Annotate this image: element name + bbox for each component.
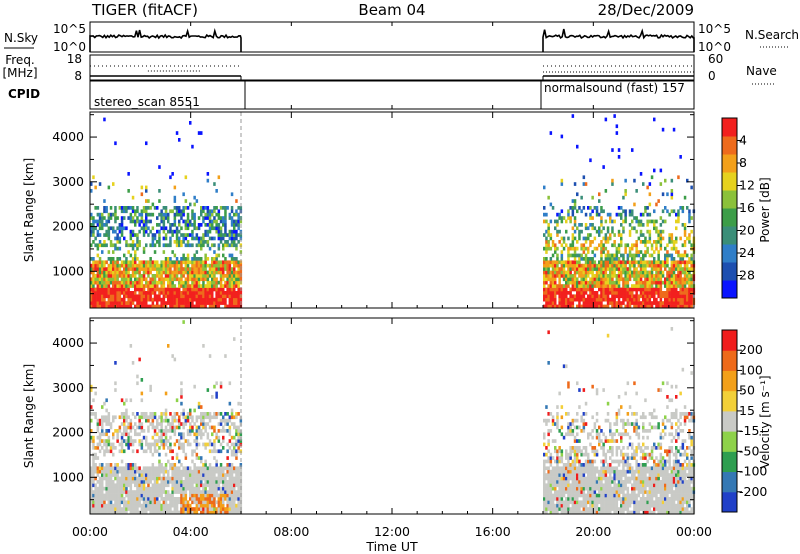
freq-trace: [89, 65, 695, 80]
x-axis-label: Time UT: [365, 539, 418, 554]
velocity-colorbar-tick-2: 50: [739, 383, 755, 398]
velocity-colorbar-tick-5: -50: [739, 443, 759, 458]
x-tick-label-5: 20:00: [575, 524, 611, 539]
noise-trace: [89, 27, 695, 52]
power-colorbar-cell-8: [722, 136, 737, 155]
power-colorbar-label: Power [dB]: [758, 177, 772, 242]
cpid-segment-1: stereo_scan 8551: [94, 95, 200, 109]
cpid-label: CPID: [8, 87, 40, 101]
power-colorbar-tick-1: 8: [739, 155, 747, 170]
power-y-tick-1: 2000: [52, 219, 84, 234]
power-colorbar-cell-2: [722, 244, 737, 263]
velocity-y-axis: 1000 2000 3000 4000: [52, 320, 694, 501]
x-tick-label-3: 12:00: [374, 524, 410, 539]
x-tick-label-0: 00:00: [72, 524, 108, 539]
freq-label-line1: Freq.: [5, 53, 35, 67]
power-colorbar-tick-0: 4: [739, 133, 747, 148]
power-colorbar-cell-5: [722, 190, 737, 209]
velocity-colorbar-tick-3: 15: [739, 403, 755, 418]
velocity-colorbar-tick-4: -15: [739, 423, 759, 438]
velocity-y-tick-2: 3000: [52, 380, 84, 395]
velocity-colorbar-cell-5: [722, 390, 737, 412]
power-colorbar-cell-0: [722, 280, 737, 299]
power-colorbar-cell-7: [722, 154, 737, 173]
nave-tick-low: 0: [708, 69, 716, 83]
freq-label-line2: [MHz]: [2, 66, 37, 80]
power-panel: 1000 2000 3000 4000 Slant Range [km] 4 8 12 16…: [22, 111, 772, 309]
power-colorbar-cell-1: [722, 262, 737, 281]
velocity-colorbar-cell-3: [722, 431, 737, 452]
power-y-tick-0: 1000: [52, 263, 84, 278]
date-label: 28/Dec/2009: [598, 1, 694, 19]
power-colorbar-cell-6: [722, 172, 737, 191]
time-axis: 00:00 04:00 08:00 12:00 16:00 20:00 00:00: [72, 22, 712, 539]
power-colorbar: 4 8 12 16 20 24 28: [721, 117, 755, 299]
x-tick-label-2: 08:00: [273, 524, 309, 539]
power-colorbar-cell-4: [722, 208, 737, 227]
power-colorbar-cell-3: [722, 226, 737, 245]
power-heatmap: [90, 112, 696, 309]
noise-right-tick-high: 10^5: [698, 22, 731, 36]
freq-panel: Freq. [MHz] 18 8 60 0 Nave: [2, 52, 777, 85]
velocity-panel: 1000 2000 3000 4000 Slant Range [km] 200 100…: [22, 317, 772, 515]
freq-tick-high: 18: [67, 52, 82, 66]
power-colorbar-tick-3: 16: [739, 200, 755, 215]
power-colorbar-tick-5: 24: [739, 245, 755, 260]
power-y-tick-2: 3000: [52, 174, 84, 189]
beam-label: Beam 04: [358, 1, 425, 19]
velocity-colorbar-cell-0: [722, 491, 737, 513]
nave-tick-high: 60: [708, 52, 723, 66]
cpid-segment-2: normalsound (fast) 157: [544, 81, 685, 95]
power-colorbar-tick-6: 28: [739, 268, 755, 283]
velocity-y-tick-1: 2000: [52, 425, 84, 440]
radar-title: TIGER (fitACF): [91, 1, 198, 19]
velocity-heatmap: [90, 318, 696, 515]
velocity-y-tick-3: 4000: [52, 335, 84, 350]
velocity-ylabel: Slant Range [km]: [22, 364, 36, 468]
freq-tick-low: 8: [74, 69, 82, 83]
power-colorbar-tick-4: 20: [739, 223, 755, 238]
x-tick-label-6: 00:00: [676, 524, 712, 539]
velocity-colorbar-cell-1: [722, 471, 737, 493]
noise-search-label: N.Search: [745, 28, 799, 42]
power-y-axis: 1000 2000 3000 4000: [52, 114, 694, 295]
x-tick-label-4: 16:00: [475, 524, 511, 539]
velocity-colorbar-tick-7: -200: [739, 484, 767, 499]
velocity-colorbar-cell-7: [722, 350, 737, 371]
nave-label: Nave: [746, 64, 777, 78]
noise-panel: N.Sky 10^5 10^0 10^5 10^0 N.Search: [4, 21, 799, 54]
noise-left-tick-low: 10^0: [53, 40, 86, 54]
noise-sky-label: N.Sky: [4, 31, 38, 45]
power-ylabel: Slant Range [km]: [22, 158, 36, 262]
noise-right-tick-low: 10^0: [698, 40, 731, 54]
velocity-colorbar-cell-6: [722, 370, 737, 392]
velocity-colorbar-tick-1: 100: [739, 362, 763, 377]
velocity-colorbar-cell-4: [722, 410, 737, 432]
velocity-y-tick-0: 1000: [52, 469, 84, 484]
power-y-tick-3: 4000: [52, 129, 84, 144]
velocity-colorbar-tick-6: -100: [739, 464, 767, 479]
cpid-panel: CPID stereo_scan 8551 normalsound (fast)…: [8, 80, 695, 110]
velocity-colorbar-cell-8: [722, 330, 737, 351]
x-tick-label-1: 04:00: [173, 524, 209, 539]
noise-left-tick-high: 10^5: [53, 22, 86, 36]
power-colorbar-cell-9: [722, 118, 737, 137]
velocity-colorbar: 200 100 50 15 -15 -50 -100 -200: [721, 329, 767, 513]
velocity-colorbar-tick-0: 200: [739, 342, 763, 357]
velocity-colorbar-label: Velocity [m s⁻¹]: [758, 375, 772, 468]
noise-trace-segment-0: [89, 27, 242, 52]
noise-trace-segment-1: [542, 28, 695, 52]
power-colorbar-tick-2: 12: [739, 178, 755, 193]
velocity-colorbar-cell-2: [722, 451, 737, 473]
